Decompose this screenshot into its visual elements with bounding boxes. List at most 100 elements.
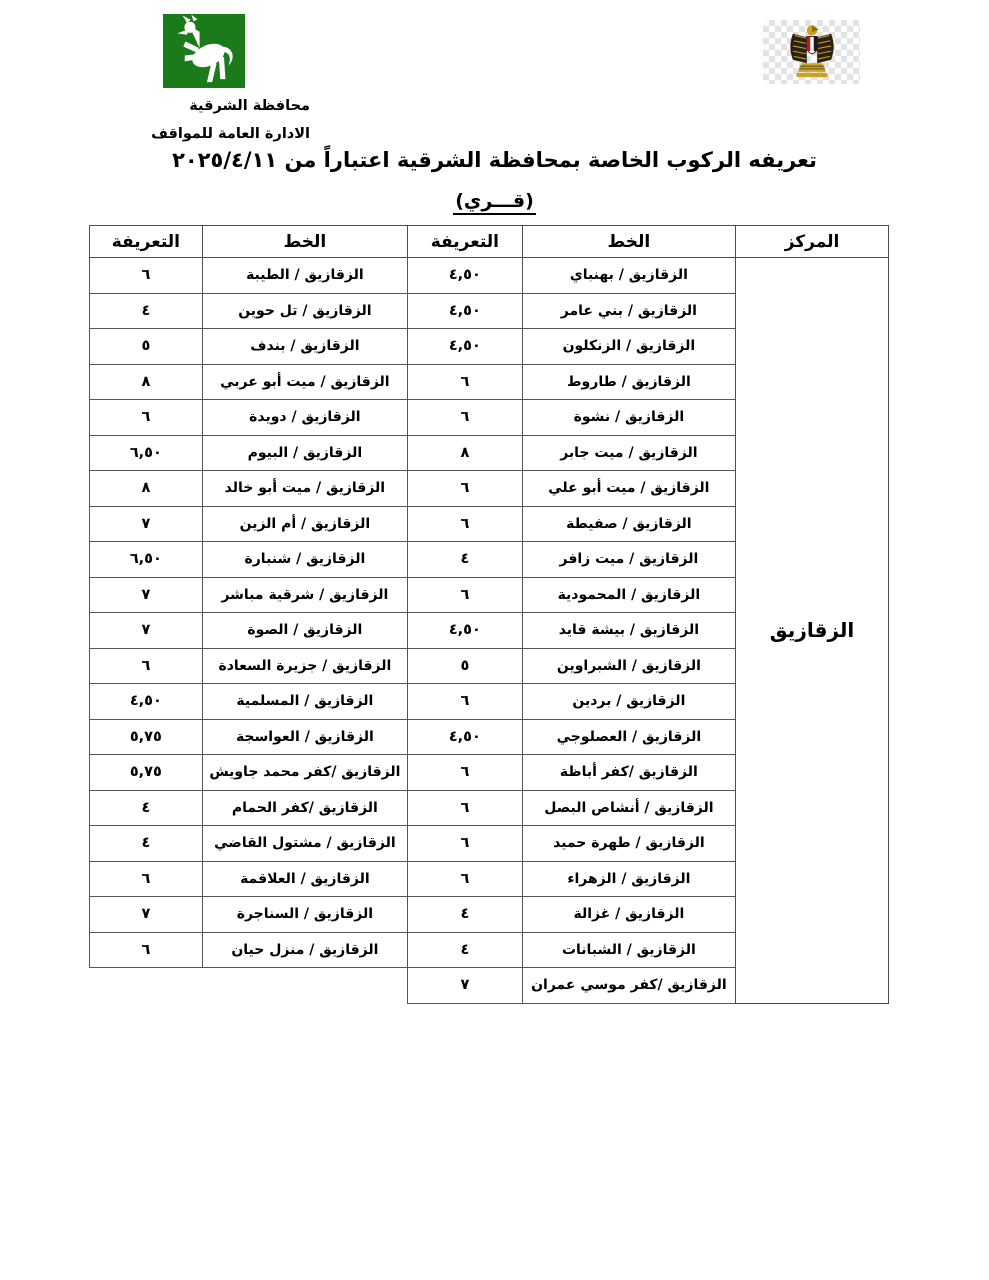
route-cell-left: الزقازيق / أم الزين <box>201 505 409 542</box>
route-cell-left: الزقازيق / العواسجة <box>201 718 409 755</box>
org-name: محافظة الشرقية <box>189 98 310 114</box>
document-subtitle: (قـــري) <box>0 190 989 215</box>
fare-table-body: الزقازيق الزقازيق / بهنباي ٤,٥٠ الزقازيق… <box>89 257 889 1004</box>
route-cell-left: الزقازيق / ميت أبو خالد <box>201 470 409 507</box>
table-row: الزقازيق / بردين ٦ الزقازيق / المسلمية ٤… <box>89 683 889 720</box>
route-cell-right: الزقازيق / الشبراوين <box>521 647 737 684</box>
route-cell-right: الزقازيق / ميت أبو علي <box>521 470 737 507</box>
fare-cell-right: ٨ <box>407 434 523 471</box>
fare-cell-left: ٨ <box>89 470 203 507</box>
sharqia-governorate-logo <box>163 14 245 88</box>
horse-icon <box>167 14 241 88</box>
center-cell: الزقازيق <box>735 257 889 1004</box>
table-row: الزقازيق / بيشة قايد ٤,٥٠ الزقازيق / الص… <box>89 612 889 649</box>
fare-cell-left: ٧ <box>89 505 203 542</box>
fare-cell-left: ٤ <box>89 825 203 862</box>
route-cell-left: الزقازيق / جزيرة السعادة <box>201 647 409 684</box>
route-cell-left: الزقازيق / منزل حيان <box>201 931 409 968</box>
fare-cell-left: ٦ <box>89 860 203 897</box>
fare-cell-left: ٦,٥٠ <box>89 434 203 471</box>
route-cell-right: الزقازيق / بهنباي <box>521 257 737 294</box>
fare-cell-right: ٤ <box>407 931 523 968</box>
route-cell-right: الزقازيق / نشوة <box>521 399 737 436</box>
table-row: الزقازيق / بني عامر ٤,٥٠ الزقازيق / تل ح… <box>89 292 889 329</box>
header-tariff-1: التعريفة <box>407 225 523 258</box>
route-cell-right: الزقازيق / بردين <box>521 683 737 720</box>
fare-cell-left: ٦ <box>89 647 203 684</box>
fare-cell-right: ٦ <box>407 825 523 862</box>
fare-cell-right: ٤,٥٠ <box>407 612 523 649</box>
table-row: الزقازيق / نشوة ٦ الزقازيق / دويدة ٦ <box>89 399 889 436</box>
fare-cell-left: ٨ <box>89 363 203 400</box>
fare-cell-left: ٦ <box>89 257 203 294</box>
header-center: المركز <box>735 225 889 258</box>
route-cell-left: الزقازيق / الطيبة <box>201 257 409 294</box>
table-row: الزقازيق / ميت أبو علي ٦ الزقازيق / ميت … <box>89 470 889 507</box>
table-row: الزقازيق / المحمودية ٦ الزقازيق / شرقية … <box>89 576 889 613</box>
document-title: تعريفه الركوب الخاصة بمحافظة الشرقية اعت… <box>172 148 817 172</box>
header-line-1: الخط <box>521 225 737 258</box>
fare-cell-right: ٥ <box>407 647 523 684</box>
route-cell-left: الزقازيق / المسلمية <box>201 683 409 720</box>
route-cell-left: الزقازيق / شرقية مباشر <box>201 576 409 613</box>
fare-cell-left: ٧ <box>89 612 203 649</box>
table-row: الزقازيق /كفر أباظة ٦ الزقازيق /كفر محمد… <box>89 754 889 791</box>
table-row: الزقازيق / العصلوجي ٤,٥٠ الزقازيق / العو… <box>89 718 889 755</box>
fare-cell-left: ٦ <box>89 931 203 968</box>
route-cell-left: الزقازيق / العلاقمة <box>201 860 409 897</box>
org-department: الادارة العامة للمواقف <box>151 126 310 142</box>
route-cell-left: الزقازيق /كفر محمد جاويش <box>201 754 409 791</box>
table-row: الزقازيق / صفيطة ٦ الزقازيق / أم الزين ٧ <box>89 505 889 542</box>
route-cell-right: الزقازيق / أنشاص البصل <box>521 789 737 826</box>
fare-cell-right: ٤ <box>407 896 523 933</box>
route-cell-left: الزقازيق / البيوم <box>201 434 409 471</box>
fare-cell-right: ٦ <box>407 505 523 542</box>
route-cell-right: الزقازيق / غزالة <box>521 896 737 933</box>
route-cell-right: الزقازيق / العصلوجي <box>521 718 737 755</box>
route-cell-left: الزقازيق / السناجرة <box>201 896 409 933</box>
eagle-of-saladin-icon <box>789 25 834 78</box>
fare-cell-left: ٧ <box>89 576 203 613</box>
table-header-row: المركز الخط التعريفة الخط التعريفة <box>89 225 889 258</box>
route-cell-left: الزقازيق / شنبارة <box>201 541 409 578</box>
fare-cell-right: ٤,٥٠ <box>407 292 523 329</box>
table-row: الزقازيق / الشبراوين ٥ الزقازيق / جزيرة … <box>89 647 889 684</box>
fare-cell-right: ٧ <box>407 967 523 1004</box>
fare-cell-right: ٦ <box>407 789 523 826</box>
route-cell-left: الزقازيق / بندف <box>201 328 409 365</box>
fare-cell-right: ٦ <box>407 754 523 791</box>
route-cell-left: الزقازيق / ميت أبو عربي <box>201 363 409 400</box>
table-row: الزقازيق /كفر موسي عمران ٧ <box>90 967 889 1004</box>
route-cell-right: الزقازيق / ميت جابر <box>521 434 737 471</box>
route-cell-left: الزقازيق / مشتول القاضي <box>201 825 409 862</box>
fare-cell-right: ٦ <box>407 683 523 720</box>
fare-cell-right: ٤,٥٠ <box>407 718 523 755</box>
route-cell-right: الزقازيق / ميت زافر <box>521 541 737 578</box>
route-cell-right: الزقازيق / طاروط <box>521 363 737 400</box>
route-cell-left: الزقازيق / تل حوين <box>201 292 409 329</box>
header-line-2: الخط <box>201 225 409 258</box>
org-block: محافظة الشرقية الادارة العامة للمواقف <box>151 92 310 148</box>
table-row: الزقازيق / أنشاص البصل ٦ الزقازيق /كفر ا… <box>89 789 889 826</box>
fare-cell-right: ٦ <box>407 860 523 897</box>
route-cell-left: الزقازيق /كفر الحمام <box>201 789 409 826</box>
fare-cell-right: ٦ <box>407 576 523 613</box>
route-cell-right: الزقازيق / صفيطة <box>521 505 737 542</box>
route-cell-right: الزقازيق / الزهراء <box>521 860 737 897</box>
fare-cell-right: ٤ <box>407 541 523 578</box>
fare-cell-left: ٤ <box>89 789 203 826</box>
fare-cell-left: ٤,٥٠ <box>89 683 203 720</box>
route-cell-right: الزقازيق /كفر موسي عمران <box>521 967 737 1004</box>
fare-cell-right: ٦ <box>407 399 523 436</box>
table-row: الزقازيق / طاروط ٦ الزقازيق / ميت أبو عر… <box>89 363 889 400</box>
table-row: الزقازيق / ميت زافر ٤ الزقازيق / شنبارة … <box>89 541 889 578</box>
table-row: الزقازيق الزقازيق / بهنباي ٤,٥٠ الزقازيق… <box>89 257 889 1004</box>
route-cell-right: الزقازيق / بني عامر <box>521 292 737 329</box>
route-cell-right: الزقازيق / الزنكلون <box>521 328 737 365</box>
table-row: الزقازيق / طهرة حميد ٦ الزقازيق / مشتول … <box>89 825 889 862</box>
fare-cell-right: ٤,٥٠ <box>407 328 523 365</box>
fare-cell-right: ٦ <box>407 363 523 400</box>
subtitle-text: (قـــري) <box>453 190 536 215</box>
route-cell-right: الزقازيق / المحمودية <box>521 576 737 613</box>
route-cell-left <box>202 968 407 1004</box>
